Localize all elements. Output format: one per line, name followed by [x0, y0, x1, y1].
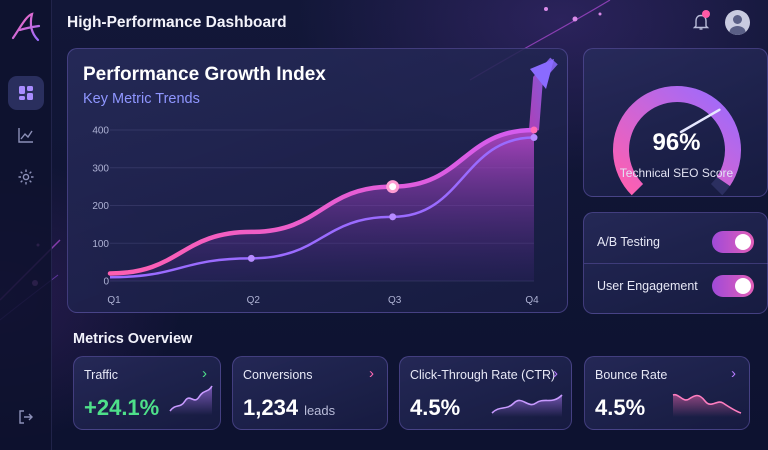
data-point-highlight: [386, 180, 400, 194]
sparkline: [169, 385, 213, 415]
x-tick-label: Q2: [247, 295, 261, 306]
user-avatar-icon[interactable]: [725, 10, 750, 35]
metrics-heading: Metrics Overview: [73, 331, 193, 347]
toggles-card: A/B Testing User Engagement: [583, 212, 768, 314]
metric-value: 1,234 leads: [243, 395, 336, 420]
y-tick-label: 0: [103, 277, 109, 288]
toggle-row-user-engagement: User Engagement: [584, 265, 768, 309]
toggle-knob: [735, 234, 751, 250]
sparkline: [491, 394, 563, 417]
metric-label: Click-Through Rate (CTR): [410, 368, 556, 382]
metric-card-ctr[interactable]: Click-Through Rate (CTR) › 4.5%: [399, 356, 572, 430]
toggle-label: A/B Testing: [597, 235, 661, 249]
seo-gauge: [613, 86, 741, 196]
data-point: [530, 134, 538, 142]
gear-icon: [18, 169, 34, 185]
data-point: [530, 126, 538, 134]
app-logo[interactable]: [8, 8, 46, 46]
chevron-right-icon[interactable]: ›: [202, 365, 207, 382]
logout-icon: [19, 410, 33, 424]
logout-button[interactable]: [8, 400, 44, 434]
x-tick-label: Q3: [388, 295, 402, 306]
page-title: High-Performance Dashboard: [67, 14, 287, 31]
gauge-needle: [679, 108, 721, 134]
notification-dot: [702, 10, 710, 18]
y-tick-label: 100: [92, 239, 109, 250]
area-fill: [110, 130, 534, 281]
chevron-right-icon[interactable]: ›: [369, 365, 374, 382]
series-line: [107, 127, 537, 276]
y-tick-label: 300: [92, 163, 109, 174]
metric-card-bounce-rate[interactable]: Bounce Rate › 4.5%: [584, 356, 750, 430]
series-line: [109, 136, 535, 279]
y-tick-label: 200: [92, 201, 109, 212]
seo-score-label: Technical SEO Score: [619, 166, 734, 180]
chart-subtitle: Key Metric Trends: [83, 91, 200, 107]
performance-chart: 400 300 200 100 0 Q1 Q2 Q3 Q4: [92, 57, 558, 306]
metric-value: 4.5%: [410, 395, 461, 420]
data-point: [389, 213, 397, 221]
sidebar-item-settings[interactable]: [8, 160, 44, 194]
sidebar-item-dashboard[interactable]: [8, 76, 44, 110]
toggle-knob: [735, 278, 751, 294]
metric-value: 4.5%: [595, 395, 646, 420]
ab-testing-toggle[interactable]: [712, 231, 754, 253]
performance-chart-card: 400 300 200 100 0 Q1 Q2 Q3 Q4 Performance Growth…: [67, 48, 568, 313]
sidebar: [0, 0, 52, 450]
toggle-label: User Engagement: [597, 279, 698, 293]
metric-card-conversions[interactable]: Conversions › 1,234 leads: [232, 356, 388, 430]
chevron-right-icon[interactable]: ›: [731, 365, 736, 382]
user-engagement-toggle[interactable]: [712, 275, 754, 297]
growth-arrow-head: [530, 59, 554, 89]
gauge-fill: [613, 86, 741, 196]
seo-score-card: 96% Technical SEO Score: [583, 48, 768, 197]
chart-icon: [18, 128, 33, 143]
metric-label: Traffic: [84, 368, 119, 382]
chevron-right-icon[interactable]: ›: [553, 365, 558, 382]
data-point: [247, 254, 255, 262]
sidebar-item-analytics[interactable]: [8, 118, 44, 152]
bell-icon[interactable]: [690, 11, 712, 33]
metric-label: Conversions: [243, 368, 313, 382]
metric-card-traffic[interactable]: Traffic › +24.1%: [73, 356, 221, 430]
x-tick-label: Q1: [107, 295, 121, 306]
chart-title: Performance Growth Index: [83, 64, 326, 85]
toggle-row-ab-testing: A/B Testing: [584, 219, 768, 263]
metric-value: +24.1%: [84, 395, 160, 420]
metric-label: Bounce Rate: [595, 368, 668, 382]
divider: [584, 263, 768, 264]
grid-icon: [19, 86, 33, 100]
metric-unit: leads: [304, 403, 336, 418]
y-tick-label: 400: [92, 126, 109, 137]
x-tick-label: Q4: [525, 295, 539, 306]
sparkline: [672, 393, 742, 417]
seo-score-value: 96%: [652, 129, 701, 156]
